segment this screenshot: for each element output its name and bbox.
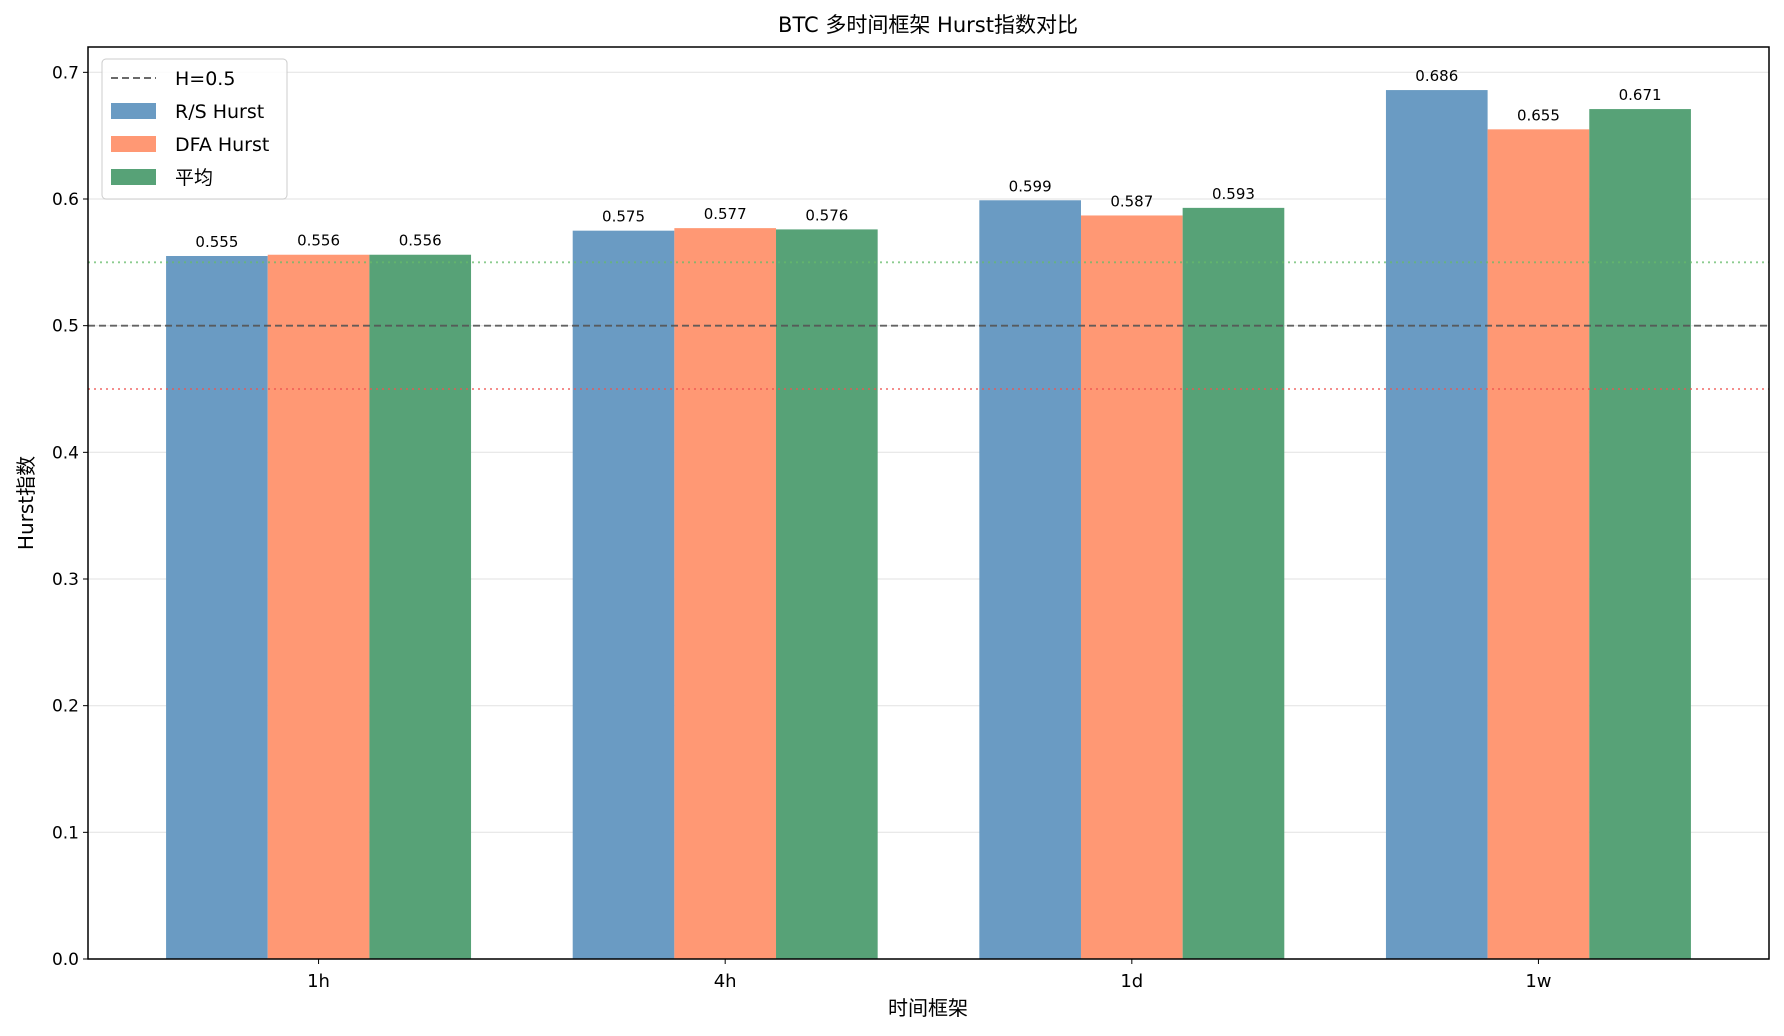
y-tick-label: 0.3 — [52, 570, 79, 590]
bar-1d-0 — [979, 200, 1081, 959]
bar-value-label: 0.593 — [1212, 185, 1255, 203]
x-tick-label: 4h — [714, 971, 737, 992]
bar-4h-1 — [674, 228, 777, 960]
bar-value-label: 0.555 — [195, 233, 238, 251]
legend-label: H=0.5 — [175, 68, 235, 90]
bar-value-label: 0.671 — [1619, 86, 1662, 104]
bar-value-label: 0.655 — [1517, 106, 1560, 124]
y-tick-label: 0.7 — [52, 63, 79, 83]
legend-swatch — [111, 169, 156, 185]
y-tick-label: 0.6 — [52, 190, 79, 210]
legend-box — [101, 58, 288, 200]
y-tick-label: 0.1 — [52, 823, 79, 843]
bar-value-label: 0.599 — [1009, 177, 1052, 195]
bar-4h-2 — [776, 229, 878, 959]
legend-label: R/S Hurst — [175, 101, 264, 123]
bar-value-label: 0.587 — [1110, 192, 1153, 210]
bar-1h-0 — [166, 256, 268, 959]
bar-value-label: 0.577 — [704, 205, 747, 223]
x-tick-label: 1w — [1525, 971, 1551, 992]
y-tick-label: 0.0 — [52, 950, 79, 970]
legend-label: 平均 — [175, 167, 213, 189]
bar-value-label: 0.556 — [399, 232, 442, 250]
bar-1d-2 — [1182, 207, 1285, 959]
bar-1h-1 — [267, 254, 370, 959]
bar-1w-0 — [1385, 90, 1488, 960]
x-tick-label: 1d — [1120, 971, 1143, 992]
bar-1h-2 — [369, 254, 472, 959]
y-tick-label: 0.4 — [52, 443, 79, 463]
legend-label: DFA Hurst — [175, 134, 269, 156]
y-tick-label: 0.2 — [52, 697, 79, 717]
bar-value-label: 0.556 — [297, 232, 340, 250]
bar-1w-1 — [1487, 129, 1590, 960]
x-tick-label: 1h — [307, 971, 330, 992]
bar-1w-2 — [1589, 109, 1691, 960]
plot-frame — [87, 46, 1770, 960]
legend-swatch — [111, 103, 156, 119]
y-axis-label: Hurst指数 — [14, 456, 38, 550]
y-tick-label: 0.5 — [52, 317, 79, 337]
chart-title: BTC 多时间框架 Hurst指数对比 — [778, 13, 1078, 37]
bar-value-label: 0.686 — [1415, 67, 1458, 85]
bar-1d-1 — [1080, 215, 1183, 959]
x-axis-label: 时间框架 — [888, 996, 968, 1020]
bar-value-label: 0.575 — [602, 208, 645, 226]
bar-value-label: 0.576 — [805, 206, 848, 224]
bar-4h-0 — [572, 230, 675, 959]
legend-swatch — [111, 136, 156, 152]
